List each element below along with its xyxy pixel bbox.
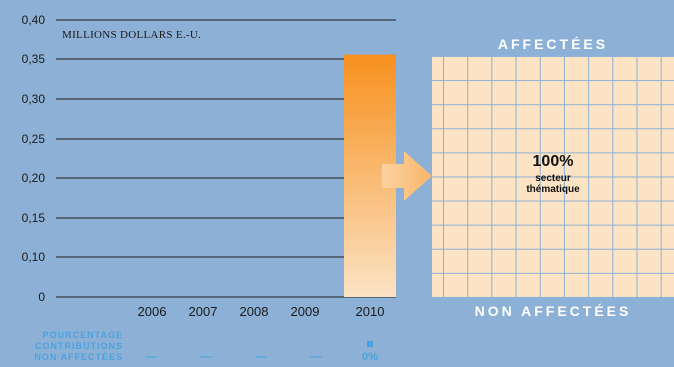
pct-value-2009: — — [310, 351, 322, 363]
y-tick-label: 0,15 — [22, 211, 46, 225]
panel-title-unaffected: NON AFFECTÉES — [474, 303, 632, 319]
x-tick-label: 2007 — [189, 304, 218, 319]
y-axis-ticks: 0 0,10 0,15 0,20 0,25 0,30 0,35 0,40 — [22, 13, 46, 304]
x-axis-ticks: 2006 2007 2008 2009 2010 — [138, 304, 385, 319]
row-label-line1: POURCENTAGE — [42, 330, 123, 340]
x-tick-label: 2006 — [138, 304, 167, 319]
pct-value-2006: — — [145, 351, 157, 363]
panel-title-affected: AFFECTÉES — [497, 36, 609, 52]
y-tick-label: 0,20 — [22, 171, 46, 185]
share-label-line1: secteur — [535, 173, 571, 184]
pct-marker — [367, 341, 373, 347]
x-tick-label: 2008 — [240, 304, 269, 319]
arrow-shape — [382, 151, 432, 201]
share-label-line2: thématique — [526, 184, 580, 195]
pct-value-2008: — — [255, 351, 267, 363]
y-tick-label: 0,25 — [22, 132, 46, 146]
y-tick-label: 0,35 — [22, 52, 46, 66]
y-tick-label: 0 — [38, 290, 45, 304]
y-tick-label: 0,10 — [22, 250, 46, 264]
pct-value-2007: — — [200, 351, 212, 363]
unit-label: MILLIONS DOLLARS E.-U. — [62, 29, 202, 41]
y-tick-label: 0,40 — [22, 13, 46, 27]
share-grid — [432, 56, 674, 297]
gridlines — [56, 19, 396, 298]
row-label-line3: NON AFFECTÉES — [34, 352, 123, 362]
row-label-line2: CONTRIBUTIONS — [35, 341, 123, 351]
pct-value-2010: 0% — [362, 351, 378, 363]
x-tick-label: 2009 — [291, 304, 320, 319]
x-tick-label: 2010 — [356, 304, 385, 319]
share-percent: 100% — [532, 153, 574, 170]
y-tick-label: 0,30 — [22, 92, 46, 106]
